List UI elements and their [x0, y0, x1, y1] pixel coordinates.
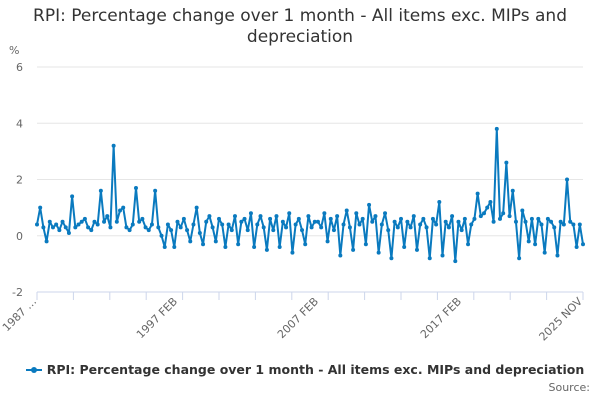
x-axis	[36, 291, 584, 300]
legend-series-icon	[25, 365, 42, 375]
svg-text:2007 FEB: 2007 FEB	[275, 295, 321, 341]
svg-text:1997 FEB: 1997 FEB	[134, 295, 180, 341]
y-axis-tick-labels: -2 0 2 4 6	[12, 61, 23, 299]
chart-title: RPI: Percentage change over 1 month - Al…	[33, 6, 567, 47]
y-axis-unit-label: %	[9, 44, 20, 57]
svg-text:6: 6	[16, 61, 23, 74]
source-label: Source:	[548, 381, 591, 394]
gridlines	[37, 66, 583, 237]
svg-text:1987 …: 1987 …	[0, 295, 39, 334]
svg-text:-2: -2	[12, 286, 23, 299]
svg-text:2017 FEB: 2017 FEB	[418, 295, 464, 341]
svg-text:4: 4	[16, 117, 23, 130]
x-axis-tick-labels: 1987 … 1997 FEB 2007 FEB 2017 FEB 2025 NOV	[0, 295, 585, 344]
svg-text:2025 NOV: 2025 NOV	[537, 295, 586, 344]
legend-series-label: RPI: Percentage change over 1 month - Al…	[46, 362, 585, 377]
svg-text:0: 0	[16, 230, 23, 243]
svg-text:2: 2	[16, 174, 23, 187]
data-series-line[interactable]	[35, 126, 585, 264]
chart-legend[interactable]: RPI: Percentage change over 1 month - Al…	[20, 362, 590, 377]
